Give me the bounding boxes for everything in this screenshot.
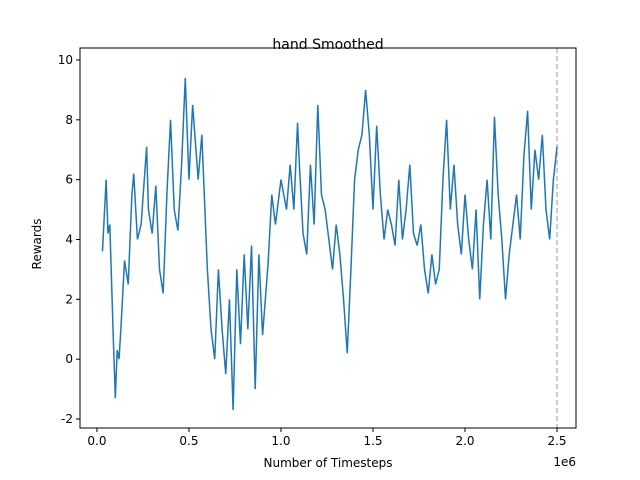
y-tick-label: 6 [65, 173, 73, 187]
y-tick-label: 4 [65, 232, 73, 246]
line-series [101, 77, 558, 411]
x-axis-label: Number of Timesteps [264, 456, 393, 470]
x-tick-label: 2.0 [455, 434, 474, 448]
x-tick-label: 1.5 [363, 434, 382, 448]
y-axis-label: Rewards [30, 219, 44, 270]
y-tick-label: 8 [65, 113, 73, 127]
plot-frame [79, 47, 577, 429]
y-tick-label: -2 [61, 412, 73, 426]
chart-title: hand Smoothed [272, 37, 383, 53]
y-tick-label: 10 [58, 53, 73, 67]
x-offset-label: 1e6 [553, 455, 576, 469]
y-tick-label: 2 [65, 292, 73, 306]
x-tick-label: 0.0 [87, 434, 106, 448]
x-tick-label: 2.5 [547, 434, 566, 448]
x-tick-label: 1.0 [271, 434, 290, 448]
x-tick-label: 0.5 [179, 434, 198, 448]
y-tick-label: 0 [65, 352, 73, 366]
